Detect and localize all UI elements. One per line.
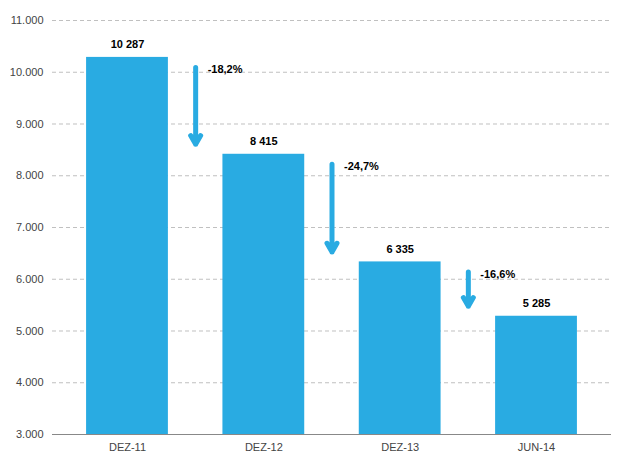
svg-text:8 415: 8 415: [250, 135, 278, 147]
svg-text:JUN-14: JUN-14: [518, 441, 555, 453]
svg-text:8.000: 8.000: [16, 169, 44, 181]
svg-text:DEZ-13: DEZ-13: [381, 441, 419, 453]
svg-text:10 287: 10 287: [111, 38, 145, 50]
svg-text:3.000: 3.000: [16, 428, 44, 440]
svg-text:7.000: 7.000: [16, 221, 44, 233]
svg-text:5 285: 5 285: [523, 297, 551, 309]
svg-text:-18,2%: -18,2%: [208, 63, 243, 75]
svg-text:DEZ-12: DEZ-12: [245, 441, 283, 453]
svg-text:5.000: 5.000: [16, 325, 44, 337]
svg-text:-24,7%: -24,7%: [344, 160, 379, 172]
svg-text:4.000: 4.000: [16, 376, 44, 388]
svg-text:10.000: 10.000: [10, 66, 44, 78]
svg-text:6.000: 6.000: [16, 273, 44, 285]
svg-text:DEZ-11: DEZ-11: [109, 441, 146, 453]
svg-text:-16,6%: -16,6%: [480, 268, 515, 280]
svg-text:11.000: 11.000: [11, 14, 44, 26]
svg-text:6 335: 6 335: [386, 243, 414, 255]
svg-text:9.000: 9.000: [16, 118, 44, 130]
